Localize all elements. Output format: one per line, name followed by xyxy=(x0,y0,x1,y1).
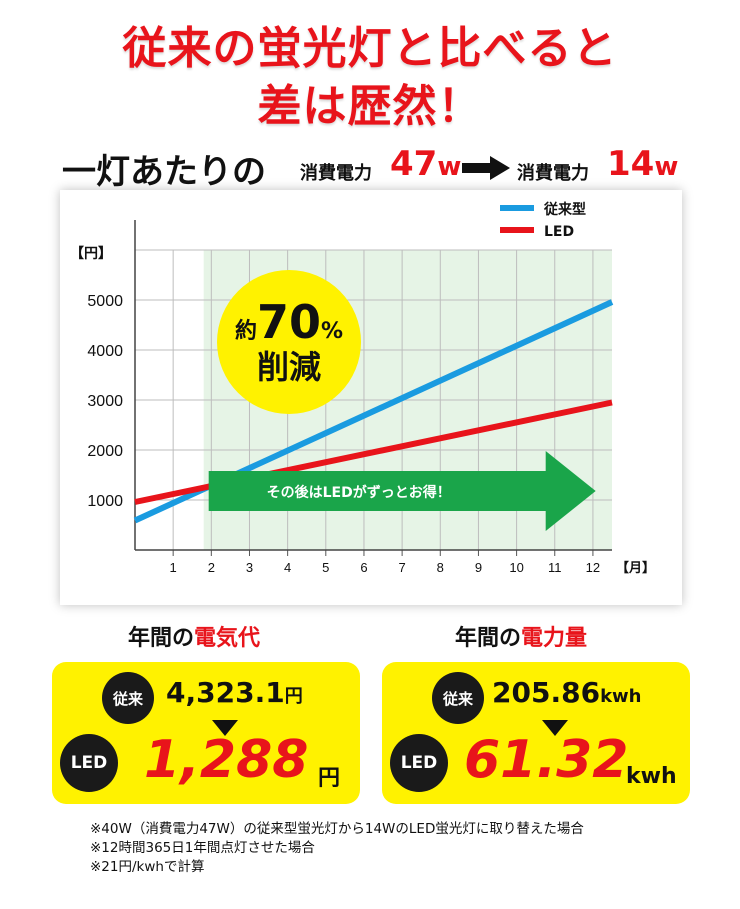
annual-cost-panel: 従来 4,323.1円 LED 1,288 円 xyxy=(52,662,360,804)
x-tick-label: 10 xyxy=(509,560,523,575)
down-arrow-icon xyxy=(212,720,238,736)
led-badge: LED xyxy=(390,734,448,792)
legend-swatch xyxy=(500,227,534,233)
annual-energy-title: 年間の電力量 xyxy=(455,626,588,651)
legend-label: LED xyxy=(544,224,574,240)
x-tick-label: 2 xyxy=(208,560,215,575)
y-tick-label: 3000 xyxy=(87,393,123,410)
down-arrow-icon xyxy=(542,720,568,736)
old-type-badge: 従来 xyxy=(432,672,484,724)
savings-badge-circle xyxy=(217,270,361,414)
x-tick-label: 11 xyxy=(548,560,562,575)
savings-banner-text: その後はLEDがずっとお得！ xyxy=(267,484,451,501)
right-arrow-icon xyxy=(462,156,510,180)
power-value-after: 14w xyxy=(607,144,679,184)
x-axis-unit-label: 【月】 xyxy=(616,560,655,576)
old-cost-value: 4,323.1円 xyxy=(166,676,303,709)
headline-line-2: 差は歴然！ xyxy=(257,81,483,132)
x-tick-label: 9 xyxy=(475,560,482,575)
footnote-2: ※12時間365日1年間点灯させた場合 xyxy=(90,840,315,856)
legend-label: 従来型 xyxy=(543,201,586,218)
x-tick-label: 8 xyxy=(437,560,444,575)
legend-swatch xyxy=(500,205,534,211)
annual-energy-panel: 従来 205.86kwh LED 61.32 kwh xyxy=(382,662,690,804)
footnote-3: ※21円/kwhで計算 xyxy=(90,859,205,875)
led-cost-unit: 円 xyxy=(318,766,341,791)
footnotes: ※40W（消費電力47W）の従来型蛍光灯から14WのLED蛍光灯に取り替えた場合… xyxy=(90,820,584,877)
y-axis-unit-label: 【円】 xyxy=(70,246,112,262)
y-tick-label: 1000 xyxy=(87,493,123,510)
x-tick-label: 1 xyxy=(170,560,177,575)
x-tick-label: 7 xyxy=(399,560,406,575)
per-light-label: 一灯あたりの xyxy=(62,152,266,192)
x-tick-label: 3 xyxy=(246,560,253,575)
headline-line-1: 従来の蛍光灯と比べると xyxy=(122,23,618,74)
led-cost-value: 1,288 xyxy=(144,730,309,790)
footnote-1: ※40W（消費電力47W）の従来型蛍光灯から14WのLED蛍光灯に取り替えた場合 xyxy=(90,821,584,837)
y-tick-label: 5000 xyxy=(87,293,123,310)
old-energy-value: 205.86kwh xyxy=(492,676,642,709)
power-label-after: 消費電力 xyxy=(517,163,589,184)
power-label-before: 消費電力 xyxy=(300,163,372,184)
y-tick-label: 2000 xyxy=(87,443,123,460)
savings-badge-percent: 約70% xyxy=(235,295,343,349)
power-value-before: 47w xyxy=(390,144,462,184)
savings-banner-arrow xyxy=(208,451,596,531)
cost-chart-card: 1000 2000 3000 4000 5000 1 2 3 4 5 6 7 8 9 10 11 12 【円】 【月… xyxy=(60,190,682,605)
led-energy-value: 61.32 xyxy=(464,730,629,790)
x-tick-label: 5 xyxy=(322,560,329,575)
savings-badge-label: 削減 xyxy=(257,348,321,386)
led-energy-unit: kwh xyxy=(626,764,677,789)
x-tick-label: 4 xyxy=(284,560,291,575)
led-badge: LED xyxy=(60,734,118,792)
annual-cost-title: 年間の電気代 xyxy=(128,626,261,651)
y-tick-label: 4000 xyxy=(87,343,123,360)
old-type-badge: 従来 xyxy=(102,672,154,724)
x-tick-label: 6 xyxy=(360,560,367,575)
x-tick-label: 12 xyxy=(586,560,600,575)
power-comparison-row: 一灯あたりの 消費電力 47w 消費電力 14w xyxy=(0,142,740,192)
